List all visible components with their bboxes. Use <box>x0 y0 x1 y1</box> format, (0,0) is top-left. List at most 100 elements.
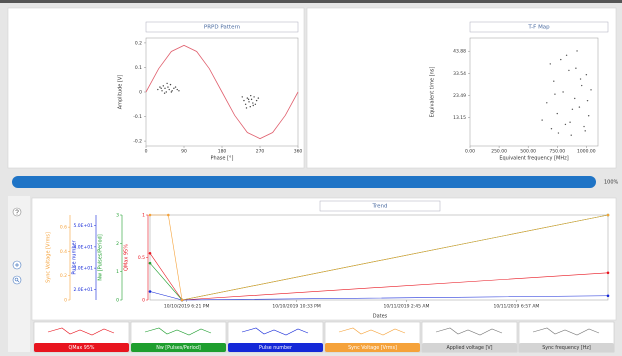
scatter-point <box>161 90 163 92</box>
x-tick-label: 500.00 <box>520 149 536 155</box>
y-tick-label: 0 <box>64 298 67 304</box>
trend-point <box>180 298 184 302</box>
scatter-point <box>162 85 165 87</box>
search-icon[interactable] <box>12 275 22 285</box>
series-tab[interactable]: Nw [Pulses/Period] <box>130 321 227 353</box>
tab-label: Pulse number <box>259 345 292 351</box>
scatter-point <box>165 91 167 93</box>
scatter-point <box>160 87 162 90</box>
scatter-point <box>571 108 574 110</box>
x-tick-label: 180 <box>218 149 227 155</box>
scatter-point <box>159 86 161 88</box>
tab-label: Sync frequency [Hz] <box>542 345 591 351</box>
scatter-point <box>549 63 551 65</box>
scatter-point <box>176 88 178 91</box>
y-tick-label: 0 <box>139 90 142 96</box>
series-tab[interactable]: Applied voltage [V] <box>421 321 518 353</box>
scatter-point <box>257 97 260 99</box>
trend-title: Trend <box>371 204 387 210</box>
lens-glyph <box>14 277 19 282</box>
prpd-title: PRPD Pattern <box>204 25 241 31</box>
scatter-point <box>253 96 255 98</box>
scatter-point <box>578 106 581 108</box>
scatter-point <box>241 96 243 98</box>
title-box <box>145 21 299 33</box>
scatter-point <box>562 91 564 93</box>
scatter-point <box>157 88 159 91</box>
x-tick-label: 0.00 <box>465 149 475 155</box>
x-tick-label: 10/10/2019 10:33 PM <box>272 304 320 310</box>
series-tab[interactable]: Sync Voltage [Vrms] <box>324 321 421 353</box>
x-tick-label: 90 <box>181 149 187 155</box>
scatter-point <box>170 91 173 93</box>
help-glyph <box>15 209 19 215</box>
scatter-point <box>581 84 583 87</box>
scatter-point <box>546 102 548 104</box>
y-tick-label: 0.1 <box>135 65 142 71</box>
scatter-point <box>168 88 170 91</box>
scatter-point <box>178 90 180 92</box>
scatter-point <box>584 130 586 132</box>
y-tick-label: 0.2 <box>135 40 142 46</box>
scatter-point <box>244 103 247 105</box>
scatter-point <box>565 54 568 56</box>
scatter-point <box>569 121 571 123</box>
y-tick-label: 23.49 <box>453 93 466 99</box>
scatter-point <box>576 50 578 52</box>
y-tick-label: 3.0E+01 <box>74 266 94 272</box>
tab-label-bar <box>228 343 323 352</box>
help-icon[interactable] <box>12 207 22 217</box>
y-tick-label: 1 <box>142 213 145 219</box>
scatter-point <box>587 115 590 117</box>
series-tab[interactable]: QMax 95% <box>33 321 130 353</box>
y-axis-label: Pulse number <box>72 239 78 274</box>
y-tick-label: 3 <box>116 213 119 219</box>
zoom-in-button[interactable] <box>12 260 22 270</box>
sine-line <box>145 44 299 140</box>
scatter-point <box>171 90 173 92</box>
scatter-point <box>564 123 567 126</box>
scatter-point <box>560 58 562 61</box>
y-tick-label: 4.0E+01 <box>74 244 94 250</box>
tab-sparkline <box>532 327 600 336</box>
trend-point <box>148 251 152 255</box>
trend-point <box>606 294 610 298</box>
scatter-point <box>550 128 553 130</box>
progress-fill <box>12 176 596 188</box>
toolbar <box>8 196 30 352</box>
scatter-point <box>252 102 254 104</box>
x-tick-label: 360 <box>294 149 303 155</box>
x-tick-label: 270 <box>256 149 265 155</box>
search-button[interactable] <box>12 275 22 285</box>
y-tick-label: 0.2 <box>60 273 67 279</box>
plot-area <box>469 37 599 147</box>
y-axis-label: QMax 95% <box>124 244 130 271</box>
trend-point <box>167 213 170 217</box>
trend-point <box>606 271 610 275</box>
scatter-point <box>250 94 252 97</box>
x-tick-label: 1000.00 <box>577 149 596 155</box>
title-box <box>319 200 441 212</box>
x-tick-label: 10/11/2019 2:45 AM <box>384 304 430 310</box>
scatter-point <box>586 99 589 102</box>
y-tick-label: 2.0E+01 <box>74 287 94 293</box>
tab-sparkline <box>144 327 212 336</box>
trend-point <box>606 213 610 217</box>
series-tab[interactable]: Sync frequency [Hz] <box>518 321 615 353</box>
x-axis-label: Phase [°] <box>211 156 234 162</box>
scatter-point <box>254 103 257 105</box>
y-tick-label: -0.2 <box>133 139 142 145</box>
tab-label: Sync Voltage [Vrms] <box>348 345 397 351</box>
scatter-point <box>554 93 556 95</box>
help-button[interactable] <box>12 207 22 217</box>
series-tab[interactable]: Pulse number <box>227 321 324 353</box>
tab-sparkline <box>435 327 503 336</box>
title-box <box>469 21 609 33</box>
trend-point <box>148 261 152 265</box>
scatter-point <box>579 78 582 80</box>
y-tick-label: 0.5 <box>138 255 145 261</box>
y-tick-label: 2 <box>116 241 119 247</box>
scatter-point <box>164 87 166 90</box>
scatter-point <box>556 112 558 115</box>
